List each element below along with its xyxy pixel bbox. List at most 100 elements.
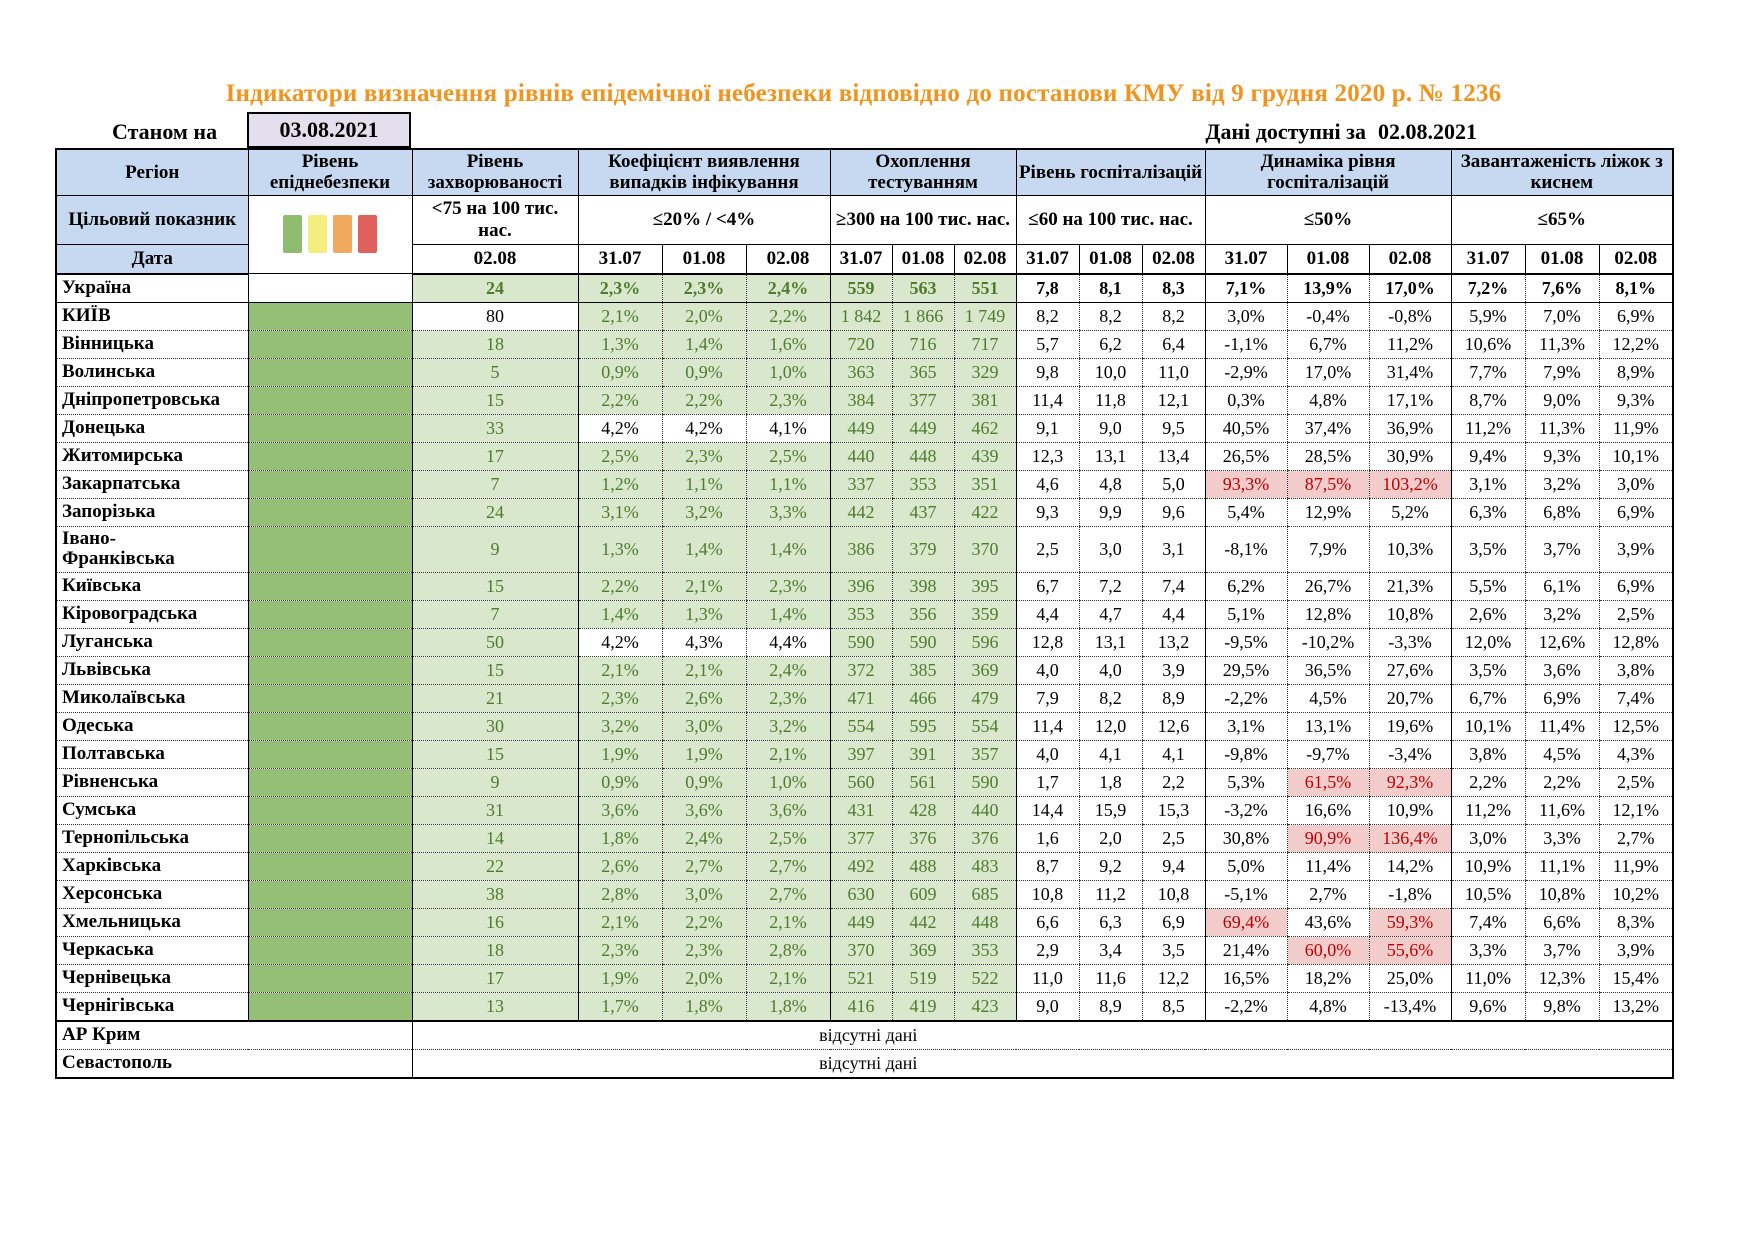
dyn-cell: 13,9% xyxy=(1286,273,1370,303)
bed-cell: 6,9% xyxy=(1598,301,1674,331)
table-row: Хмельницька 16 2,1% 2,2% 2,1% 449 442 448 6,6 6,3… xyxy=(56,907,1674,937)
det-cell: 1,3% xyxy=(661,599,746,629)
bed-cell: 8,1% xyxy=(1598,273,1674,303)
test-cell: 483 xyxy=(953,851,1017,881)
dyn-cell: 90,9% xyxy=(1286,823,1370,853)
dyn-cell: 28,5% xyxy=(1286,441,1370,471)
bed-cell: 3,9% xyxy=(1598,935,1674,965)
det-cell: 2,3% xyxy=(745,683,831,713)
hosp-cell: 9,3 xyxy=(1015,497,1080,527)
bed-cell: 12,2% xyxy=(1598,329,1674,359)
test-cell: 554 xyxy=(829,711,893,741)
test-cell: 471 xyxy=(829,683,893,713)
incidence-cell: 15 xyxy=(411,739,578,769)
hosp-cell: 8,9 xyxy=(1141,683,1206,713)
epidemic-level-legend xyxy=(247,194,413,275)
dyn-cell: -10,2% xyxy=(1286,627,1370,657)
dyn-cell: 5,1% xyxy=(1204,599,1288,629)
hosp-cell: 4,4 xyxy=(1141,599,1206,629)
hosp-cell: 6,9 xyxy=(1141,907,1206,937)
dyn-cell: 29,5% xyxy=(1204,655,1288,685)
det-cell: 3,6% xyxy=(661,795,746,825)
bed-cell: 3,9% xyxy=(1598,525,1674,573)
dyn-cell: 7,1% xyxy=(1204,273,1288,303)
hosp-cell: 13,1 xyxy=(1078,441,1143,471)
hosp-cell: 11,8 xyxy=(1078,385,1143,415)
test-cell: 551 xyxy=(953,273,1017,303)
dyn-cell: 21,4% xyxy=(1204,935,1288,965)
det-cell: 3,6% xyxy=(577,795,662,825)
test-cell: 560 xyxy=(829,767,893,797)
dyn-cell: 30,8% xyxy=(1204,823,1288,853)
test-cell: 1 866 xyxy=(891,301,955,331)
det-cell: 1,9% xyxy=(661,739,746,769)
det-cell: 2,1% xyxy=(745,907,831,937)
incidence-cell: 9 xyxy=(411,767,578,797)
dyn-cell: 5,4% xyxy=(1204,497,1288,527)
epidemic-level-cell xyxy=(247,497,412,527)
hosp-cell: 4,0 xyxy=(1015,655,1080,685)
det-cell: 2,8% xyxy=(577,879,662,909)
test-cell: 423 xyxy=(953,991,1017,1022)
hosp-cell: 5,0 xyxy=(1141,469,1206,499)
bed-cell: 10,9% xyxy=(1450,851,1526,881)
bed-cell: 12,3% xyxy=(1524,963,1600,993)
test-cell: 376 xyxy=(953,823,1017,853)
target-testing: ≥300 на 100 тис. нас. xyxy=(829,194,1017,245)
date-row-label: Дата xyxy=(55,243,249,275)
test-cell: 385 xyxy=(891,655,955,685)
epidemic-level-cell xyxy=(247,851,412,881)
incidence-cell: 24 xyxy=(411,497,578,527)
test-cell: 595 xyxy=(891,711,955,741)
column-group-hospitalization-dynamics: Динаміка рівня госпіталізацій xyxy=(1204,148,1452,196)
incidence-cell: 5 xyxy=(411,357,578,387)
bed-cell: 11,3% xyxy=(1524,413,1600,443)
det-cell: 2,7% xyxy=(661,851,746,881)
table-row: Тернопільська 14 1,8% 2,4% 2,5% 377 376 376 1,6 2… xyxy=(56,823,1674,853)
hosp-cell: 12,8 xyxy=(1015,627,1080,657)
hosp-cell: 2,5 xyxy=(1015,525,1080,573)
dyn-cell: 17,0% xyxy=(1286,357,1370,387)
hosp-cell: 6,6 xyxy=(1015,907,1080,937)
det-cell: 0,9% xyxy=(577,357,662,387)
table-row: Чернігівська 13 1,7% 1,8% 1,8% 416 419 423 9,0 8,… xyxy=(56,991,1674,1022)
hosp-cell: 9,1 xyxy=(1015,413,1080,443)
dyn-cell: 31,4% xyxy=(1368,357,1452,387)
no-data-cell: відсутні дані xyxy=(411,1020,1674,1050)
region-name-cell: Полтавська xyxy=(56,739,248,769)
epidemic-level-cell xyxy=(247,907,412,937)
hosp-cell: 8,9 xyxy=(1078,991,1143,1022)
bed-cell: 9,8% xyxy=(1524,991,1600,1022)
bed-cell: 7,4% xyxy=(1598,683,1674,713)
dyn-cell: 61,5% xyxy=(1286,767,1370,797)
hosp-cell: 4,4 xyxy=(1015,599,1080,629)
date-header: 02.08 xyxy=(1141,243,1206,275)
incidence-cell: 15 xyxy=(411,571,578,601)
hosp-cell: 6,4 xyxy=(1141,329,1206,359)
dyn-cell: 12,9% xyxy=(1286,497,1370,527)
bed-cell: 3,6% xyxy=(1524,655,1600,685)
hosp-cell: 3,5 xyxy=(1141,935,1206,965)
table-row: Донецька 33 4,2% 4,2% 4,1% 449 449 462 9,1 9,0 9,5… xyxy=(56,413,1674,443)
column-header-region: Регіон xyxy=(55,148,249,196)
epidemic-level-cell xyxy=(247,571,412,601)
dyn-cell: 60,0% xyxy=(1286,935,1370,965)
epidemic-level-cell xyxy=(247,739,412,769)
legend-swatch-green xyxy=(283,215,302,254)
bed-cell: 9,6% xyxy=(1450,991,1526,1022)
bed-cell: 11,6% xyxy=(1524,795,1600,825)
table-row: Херсонська 38 2,8% 3,0% 2,7% 630 609 685 10,8 11,… xyxy=(56,879,1674,909)
det-cell: 2,3% xyxy=(745,385,831,415)
region-name-cell: Миколаївська xyxy=(56,683,248,713)
epidemic-level-cell xyxy=(247,795,412,825)
hosp-cell: 11,0 xyxy=(1141,357,1206,387)
legend-swatch-red xyxy=(358,215,377,254)
test-cell: 519 xyxy=(891,963,955,993)
region-name-cell: Кіровоградська xyxy=(56,599,248,629)
det-cell: 1,8% xyxy=(661,991,746,1022)
date-header: 01.08 xyxy=(661,243,747,275)
bed-cell: 10,8% xyxy=(1524,879,1600,909)
dyn-cell: -9,7% xyxy=(1286,739,1370,769)
bed-cell: 3,5% xyxy=(1450,525,1526,573)
det-cell: 3,0% xyxy=(661,711,746,741)
